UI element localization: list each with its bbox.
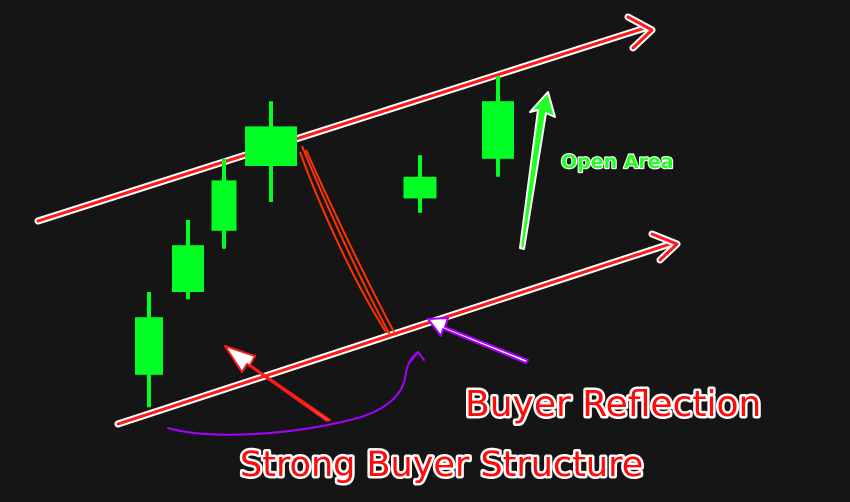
lower-channel-line bbox=[114, 230, 681, 428]
open-area-label: Open Area bbox=[561, 151, 674, 173]
candle-body bbox=[135, 317, 163, 375]
pullback-scribble bbox=[299, 145, 395, 336]
candle bbox=[172, 220, 204, 300]
candle-body bbox=[482, 101, 514, 159]
buyer-reflection-arrow bbox=[427, 317, 529, 364]
candle bbox=[211, 158, 237, 249]
candle bbox=[482, 76, 514, 177]
candle-body bbox=[172, 245, 204, 292]
purple-curve-annotation bbox=[167, 351, 425, 436]
candle-body bbox=[403, 176, 437, 199]
strong-buyer-arrow bbox=[224, 345, 331, 422]
candle bbox=[245, 101, 297, 202]
strong-buyer-structure-label: Strong Buyer Structure bbox=[240, 445, 643, 485]
channel-lines bbox=[34, 13, 681, 428]
upper-channel-line bbox=[34, 13, 656, 225]
candles-group bbox=[135, 76, 514, 408]
candle bbox=[403, 155, 437, 213]
open-area-arrow bbox=[519, 91, 556, 250]
candle-body bbox=[211, 180, 237, 231]
candle-body bbox=[245, 126, 297, 166]
buyer-reflection-label: Buyer Reflection bbox=[465, 384, 761, 425]
candle bbox=[135, 292, 163, 408]
